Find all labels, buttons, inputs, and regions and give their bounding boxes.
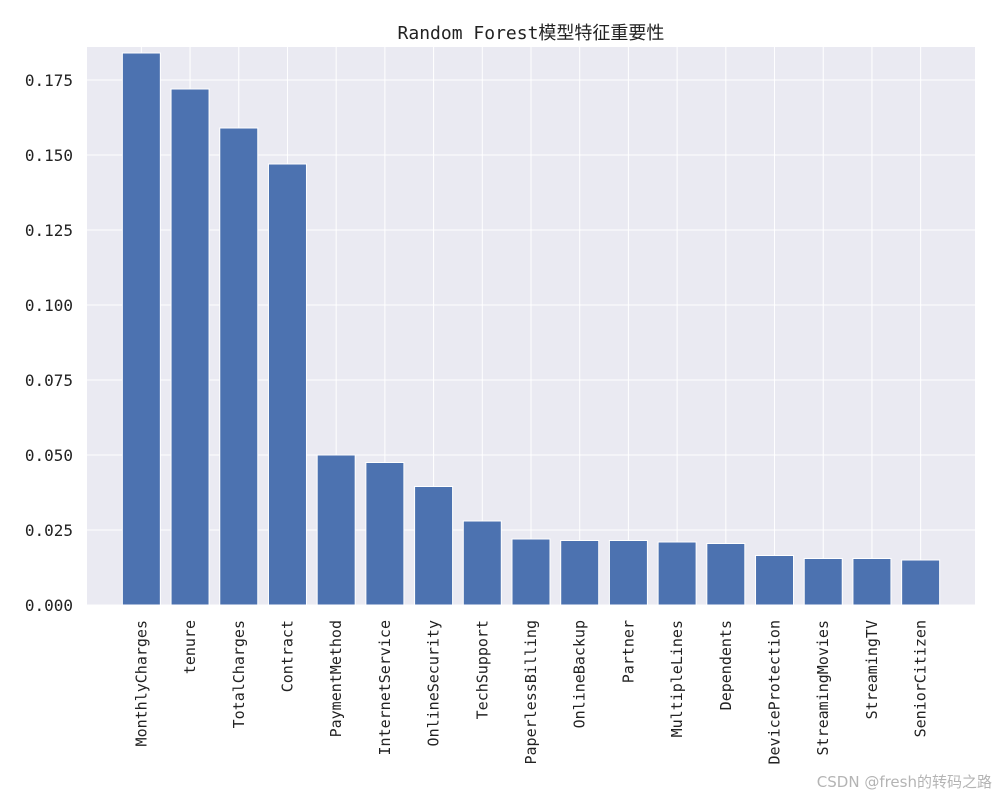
chart-title: Random Forest模型特征重要性 (398, 23, 665, 44)
bar-StreamingTV (852, 558, 892, 606)
watermark: CSDN @fresh的转码之路 (816, 773, 992, 791)
bar-PaymentMethod (316, 454, 356, 606)
y-tick-label: 0.125 (25, 221, 73, 240)
x-tick-label: OnlineBackup (571, 620, 589, 728)
x-tick-label: StreamingTV (863, 620, 881, 719)
x-tick-label: Partner (619, 620, 637, 683)
bar-PaperlessBilling (511, 538, 551, 606)
bar-InternetService (365, 462, 405, 606)
bar-OnlineSecurity (414, 486, 454, 606)
bar-StreamingMovies (803, 558, 843, 606)
x-tick-label: SeniorCitizen (912, 620, 930, 737)
y-tick-label: 0.050 (25, 446, 73, 465)
x-tick-label: TechSupport (473, 620, 491, 719)
y-axis-ticks: 0.000 0.025 0.050 0.075 0.100 0.125 0.150 0.175 (25, 71, 73, 615)
x-tick-label: InternetService (376, 620, 394, 755)
bars (121, 52, 941, 606)
y-tick-label: 0.075 (25, 371, 73, 390)
x-tick-label: OnlineSecurity (425, 620, 443, 746)
bar-tenure (170, 88, 210, 606)
y-tick-label: 0.000 (25, 596, 73, 615)
y-tick-label: 0.150 (25, 146, 73, 165)
bar-OnlineBackup (560, 540, 600, 606)
y-tick-label: 0.025 (25, 521, 73, 540)
bar-TotalCharges (219, 127, 259, 606)
x-tick-label: TotalCharges (230, 620, 248, 728)
x-tick-label: StreamingMovies (814, 620, 832, 755)
x-tick-label: MultipleLines (668, 620, 686, 737)
bar-Partner (608, 540, 648, 606)
bar-DeviceProtection (755, 555, 795, 606)
x-tick-label: tenure (181, 620, 199, 674)
x-tick-label: Contract (278, 620, 296, 692)
x-tick-label: PaperlessBilling (522, 620, 540, 765)
bar-MultipleLines (657, 541, 697, 606)
bar-SeniorCitizen (901, 559, 941, 606)
y-tick-label: 0.175 (25, 71, 73, 90)
bar-Contract (267, 163, 307, 606)
x-tick-label: DeviceProtection (766, 620, 784, 765)
x-tick-label: Dependents (717, 620, 735, 710)
x-axis-ticks: MonthlyCharges tenure TotalCharges Contract… (132, 620, 929, 765)
bar-Dependents (706, 543, 746, 606)
y-tick-label: 0.100 (25, 296, 73, 315)
bar-MonthlyCharges (121, 52, 161, 606)
bar-TechSupport (462, 520, 502, 606)
x-tick-label: MonthlyCharges (132, 620, 150, 746)
x-tick-label: PaymentMethod (327, 620, 345, 737)
